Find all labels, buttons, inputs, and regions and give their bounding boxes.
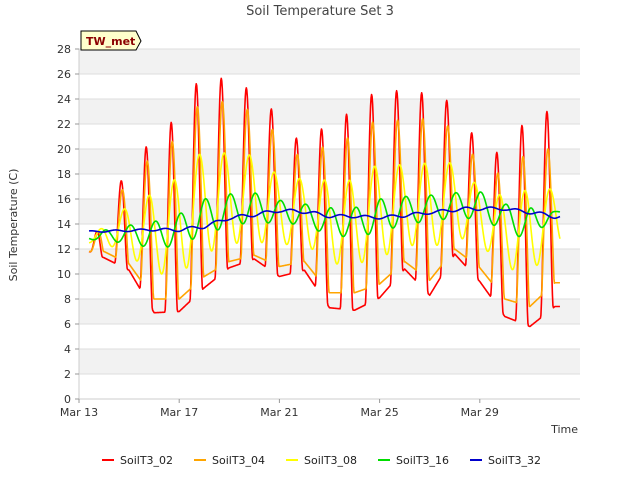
y-tick-label: 10 [57, 268, 71, 281]
y-tick-label: 26 [57, 68, 71, 81]
site-badge: TW_met [80, 30, 142, 51]
series-line-soilt3_08 [88, 152, 561, 275]
x-tick-label: Mar 17 [160, 406, 198, 419]
legend-label: SoilT3_16 [396, 454, 449, 467]
series-line-soilt3_16 [88, 191, 561, 248]
chart-title: Soil Temperature Set 3 [246, 4, 394, 19]
x-axis-label: Time [550, 423, 578, 436]
series-line-soilt3_04 [88, 100, 561, 308]
y-tick-label: 8 [64, 293, 71, 306]
y-tick-label: 22 [57, 118, 71, 131]
grid-band [79, 299, 580, 324]
grid-band [79, 249, 580, 274]
y-axis-label: Soil Temperature (C) [7, 169, 20, 282]
y-tick-label: 4 [64, 343, 71, 356]
y-tick-label: 28 [57, 43, 71, 56]
y-tick-label: 20 [57, 143, 71, 156]
site-badge-shape [80, 30, 142, 51]
grid-band [79, 149, 580, 174]
legend: SoilT3_02 SoilT3_04 SoilT3_08 SoilT3_16 Soil… [102, 454, 541, 467]
y-tick-label: 18 [57, 168, 71, 181]
y-tick-label: 12 [57, 243, 71, 256]
x-tick-label: Mar 21 [260, 406, 298, 419]
grid-band [79, 49, 580, 74]
y-tick-label: 16 [57, 193, 71, 206]
y-tick-label: 24 [57, 93, 71, 106]
y-tick-label: 6 [64, 318, 71, 331]
x-tick-label: Mar 13 [60, 406, 98, 419]
grid-band [79, 99, 580, 124]
legend-label: SoilT3_08 [304, 454, 357, 467]
y-tick-label: 14 [57, 218, 71, 231]
legend-label: SoilT3_02 [120, 454, 173, 467]
x-tick-label: Mar 25 [360, 406, 398, 419]
x-tick-label: Mar 29 [461, 406, 499, 419]
legend-label: SoilT3_32 [488, 454, 541, 467]
series-line-soilt3_32 [88, 206, 561, 233]
site-badge-label: TW_met [86, 35, 135, 48]
series-lines [88, 77, 561, 328]
legend-label: SoilT3_04 [212, 454, 265, 467]
y-tick-label: 0 [64, 393, 71, 406]
grid-band [79, 349, 580, 374]
y-tick-label: 2 [64, 368, 71, 381]
x-tick-labels: Mar 13 Mar 17 Mar 21 Mar 25 Mar 29 [60, 399, 499, 419]
